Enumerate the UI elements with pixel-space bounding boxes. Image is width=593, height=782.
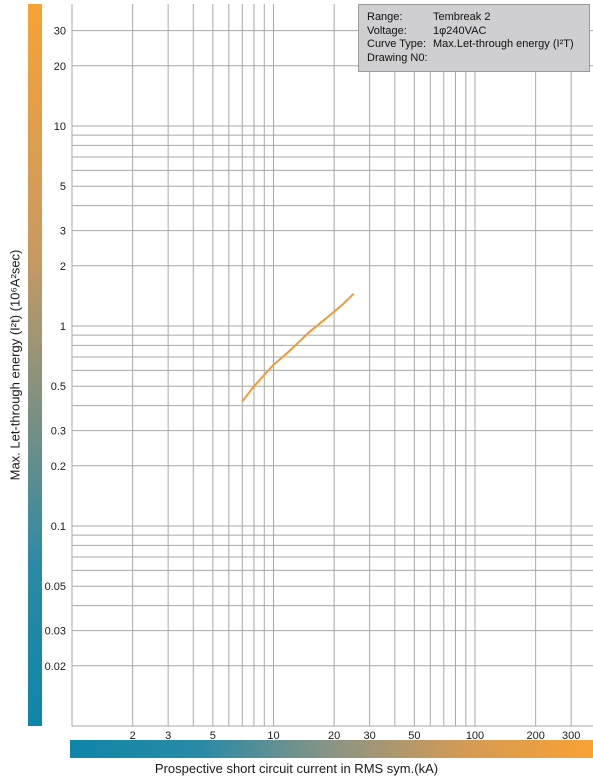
vertical-grid — [71, 4, 572, 726]
x-tick-label: 100 — [466, 730, 484, 742]
let-through-energy-curve — [241, 292, 355, 403]
x-tick-label: 300 — [562, 730, 580, 742]
x-axis-color-bar — [70, 740, 593, 758]
info-row-drawing-no: Drawing N0: — [367, 52, 589, 66]
info-key-voltage: Voltage: — [367, 24, 407, 37]
info-value-range: Tembreak 2 — [433, 11, 491, 23]
info-box: Range: Tembreak 2 Voltage: 1φ240VAC Curv… — [358, 4, 590, 72]
info-value-voltage: 1φ240VAC — [433, 24, 487, 37]
y-tick-label: 5 — [60, 181, 66, 193]
x-tick-label: 20 — [328, 730, 340, 742]
x-tick-label: 50 — [408, 730, 420, 742]
info-key-curve-type: Curve Type: — [367, 38, 427, 50]
x-tick-label: 5 — [210, 730, 216, 742]
x-tick-label: 2 — [130, 730, 136, 742]
y-tick-label: 0.3 — [51, 426, 66, 438]
y-tick-label: 2 — [60, 261, 66, 273]
info-value-curve-type: Max.Let-through energy (I²T) — [433, 38, 574, 50]
y-tick-label: 0.5 — [51, 381, 66, 393]
info-key-range: Range: — [367, 11, 403, 23]
x-tick-label: 200 — [526, 730, 544, 742]
info-row-voltage: Voltage: 1φ240VAC — [367, 25, 589, 39]
x-tick-label: 10 — [267, 730, 279, 742]
y-axis-color-bar — [28, 4, 42, 726]
x-axis-label: Prospective short circuit current in RMS… — [154, 761, 439, 776]
y-tick-label: 10 — [54, 121, 66, 133]
x-tick-label: 30 — [364, 730, 376, 742]
y-axis-label: Max. Let-through energy (I²t) (10⁶A²sec) — [7, 249, 23, 481]
y-tick-label: 30 — [54, 26, 66, 38]
y-tick-label: 20 — [54, 61, 66, 73]
y-tick-label: 0.05 — [45, 581, 66, 593]
info-row-curve-type: Curve Type: Max.Let-through energy (I²T) — [367, 38, 589, 52]
y-tick-label: 0.1 — [51, 521, 66, 533]
y-tick-label: 0.03 — [45, 626, 66, 638]
info-key-drawing-no: Drawing N0: — [367, 51, 428, 64]
y-tick-labels: 0.02 0.03 0.05 0.1 0.2 0.3 0.5 1 2 3 5 10 20 30 — [45, 26, 66, 673]
x-tick-label: 3 — [165, 730, 171, 742]
info-row-range: Range: Tembreak 2 — [367, 11, 589, 25]
horizontal-grid — [72, 30, 593, 727]
x-tick-labels: 2 3 5 10 20 30 50 100 200 300 — [130, 730, 581, 742]
y-tick-label: 0.2 — [51, 461, 66, 473]
y-tick-label: 3 — [60, 226, 66, 238]
y-tick-label: 1 — [60, 321, 66, 333]
y-tick-label: 0.02 — [45, 661, 66, 673]
